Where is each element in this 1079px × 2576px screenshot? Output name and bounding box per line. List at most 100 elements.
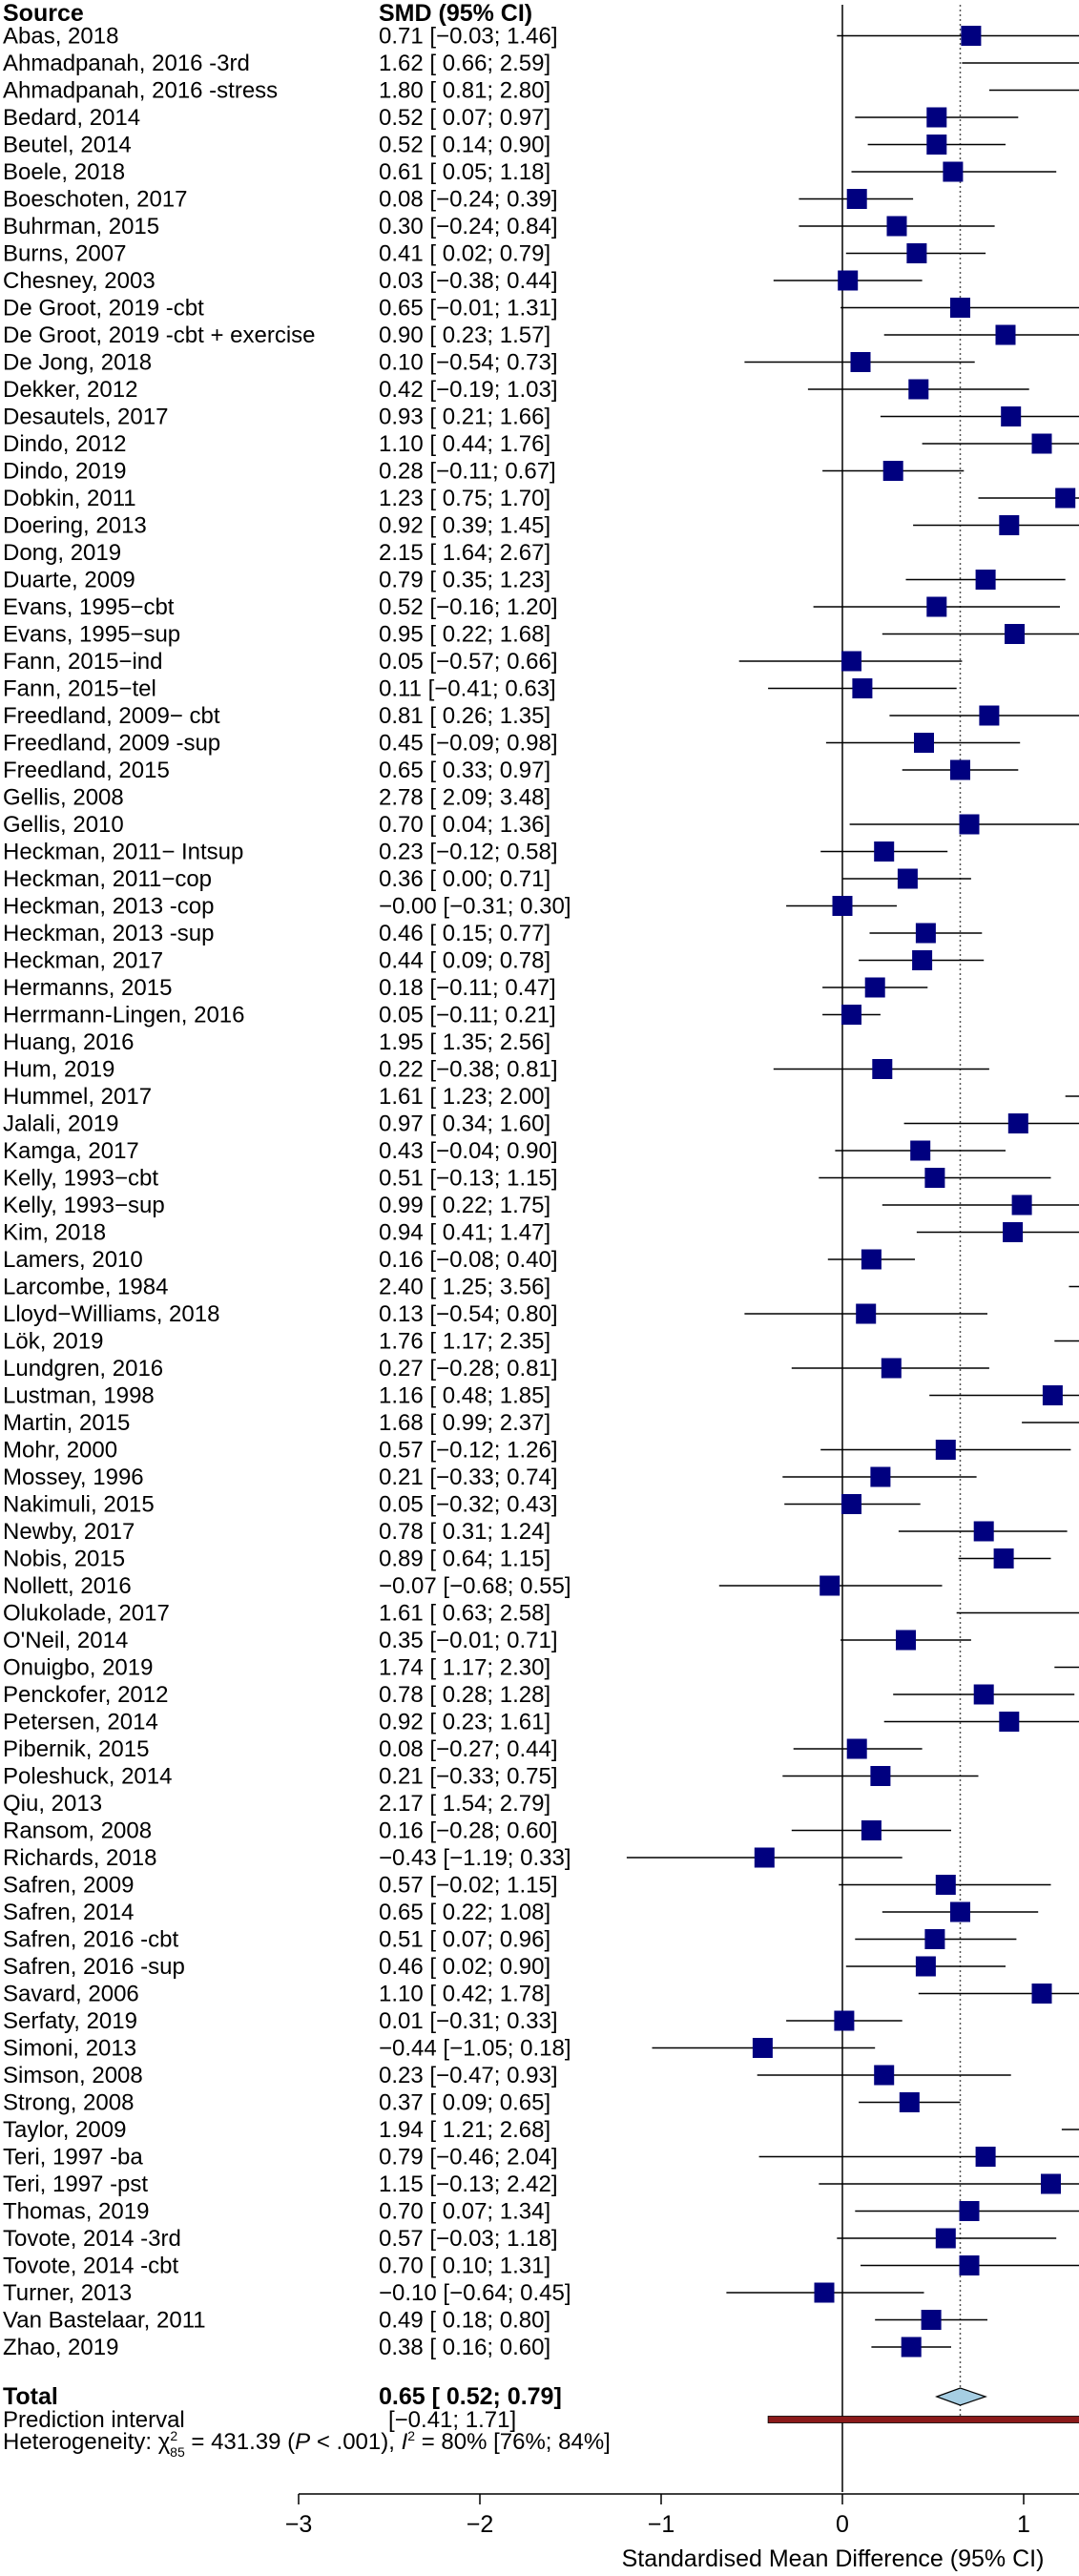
study-ci-text: 1.62 [ 0.66; 2.59] [379,51,550,76]
effect-marker [926,107,947,128]
study-ci-text: 0.44 [ 0.09; 0.78] [379,948,550,974]
study-ci-text: 0.36 [ 0.00; 0.71] [379,866,550,892]
effect-marker [838,270,859,291]
study-label: Boele, 2018 [3,159,125,185]
heterogeneity-part: P [295,2429,310,2455]
effect-marker [1055,488,1076,509]
prediction-label: Prediction interval [3,2407,185,2433]
study-ci-text: 1.10 [ 0.44; 1.76] [379,431,550,457]
study-ci-text: 1.76 [ 1.17; 2.35] [379,1329,550,1355]
study-row: Simoni, 2013 −0.44 [−1.05; 0.18] [3,2036,876,2062]
study-ci-text: 0.03 [−0.38; 0.44] [379,268,558,294]
study-label: Heckman, 2011− Intsup [3,840,243,865]
study-label: Zhao, 2019 [3,2335,118,2360]
study-row: Dobkin, 2011 1.23 [ 0.75; 1.70] [3,486,1079,511]
study-row: Buhrman, 2015 0.30 [−0.24; 0.84] [3,214,995,239]
study-row: Hum, 2019 0.22 [−0.38; 0.81] [3,1057,989,1083]
study-ci-text: 0.46 [ 0.15; 0.77] [379,921,550,946]
total-ci-text: 0.65 [ 0.52; 0.79] [379,2383,562,2410]
study-ci-text: 1.68 [ 0.99; 2.37] [379,1410,550,1436]
study-label: Evans, 1995−cbt [3,594,175,620]
study-row: Safren, 2016 -sup 0.46 [ 0.02; 0.90] [3,1954,1006,1980]
effect-marker [914,733,934,753]
study-label: Teri, 1997 -ba [3,2145,143,2171]
study-ci-text: 0.38 [ 0.16; 0.60] [379,2335,550,2360]
effect-marker [924,1929,945,1949]
study-label: O'Neil, 2014 [3,1628,128,1653]
effect-marker [993,1548,1014,1568]
study-ci-text: 0.16 [−0.08; 0.40] [379,1247,558,1273]
study-label: Ransom, 2008 [3,1818,152,1844]
study-ci-text: 0.90 [ 0.23; 1.57] [379,322,550,348]
heterogeneity-part: 85 [170,2444,185,2460]
study-row: Zhao, 2019 0.38 [ 0.16; 0.60] [3,2335,951,2360]
study-ci-text: 0.42 [−0.19; 1.03] [379,377,558,403]
effect-marker [924,1168,945,1188]
total-label: Total [3,2383,58,2410]
study-label: Savard, 2006 [3,1982,139,2007]
study-label: Beutel, 2014 [3,133,132,158]
study-row: Onuigbo, 2019 1.74 [ 1.17; 2.30] [3,1655,1079,1681]
study-row: Heckman, 2013 -cop −0.00 [−0.31; 0.30] [3,894,897,920]
study-row: Evans, 1995−cbt 0.52 [−0.16; 1.20] [3,594,1060,620]
study-ci-text: 0.57 [−0.02; 1.15] [379,1873,558,1899]
study-row: Huang, 2016 1.95 [ 1.35; 2.56] [3,1029,550,1055]
effect-marker [754,1847,775,1868]
study-label: Heckman, 2011−cop [3,866,212,892]
study-row: Kim, 2018 0.94 [ 0.41; 1.47] [3,1220,1079,1246]
study-label: Mossey, 1996 [3,1465,144,1490]
effect-marker [846,1738,867,1759]
study-row: Duarte, 2009 0.79 [ 0.35; 1.23] [3,568,1066,593]
study-label: Simoni, 2013 [3,2036,136,2062]
study-ci-text: 0.65 [ 0.33; 0.97] [379,758,550,783]
summary-rows: Total 0.65 [ 0.52; 0.79] Prediction interv… [3,2383,1079,2460]
effect-marker [1042,1385,1063,1405]
study-ci-text: 0.52 [−0.16; 1.20] [379,594,558,620]
study-row: Pibernik, 2015 0.08 [−0.27; 0.44] [3,1736,923,1762]
study-label: Safren, 2014 [3,1900,134,1925]
study-row: Teri, 1997 -pst 1.15 [−0.13; 2.42] [3,2171,1079,2197]
study-row: Lamers, 2010 0.16 [−0.08; 0.40] [3,1247,915,1273]
heterogeneity-part: Heterogeneity: χ [3,2429,171,2455]
study-ci-text: 0.65 [ 0.22; 1.08] [379,1900,550,1925]
study-row: Van Bastelaar, 2011 0.49 [ 0.18; 0.80] [3,2308,987,2334]
study-label: Teri, 1997 -pst [3,2171,148,2197]
effect-marker [1011,1195,1032,1215]
study-label: Larcombe, 1984 [3,1275,168,1300]
effect-marker [861,1249,882,1270]
study-ci-text: 0.05 [−0.57; 0.66] [379,649,558,675]
study-row: Lustman, 1998 1.16 [ 0.48; 1.85] [3,1383,1079,1409]
effect-marker [906,243,927,263]
effect-marker [846,189,867,209]
study-row: Safren, 2009 0.57 [−0.02; 1.15] [3,1873,1051,1899]
axis-tick-label: −1 [648,2511,675,2538]
effect-marker [961,26,982,46]
study-ci-text: −0.44 [−1.05; 0.18] [379,2036,571,2062]
study-row: Beutel, 2014 0.52 [ 0.14; 0.90] [3,133,1006,158]
study-row: Kelly, 1993−cbt 0.51 [−0.13; 1.15] [3,1166,1051,1192]
study-label: Safren, 2016 -cbt [3,1927,178,1953]
study-label: Turner, 2013 [3,2280,132,2306]
heterogeneity-part: = 431.39 ( [185,2429,295,2455]
study-row: De Groot, 2019 -cbt 0.65 [−0.01; 1.31] [3,296,1079,322]
effect-marker [999,1712,1020,1732]
effect-marker [1031,433,1052,454]
effect-marker [882,461,903,481]
study-row: Turner, 2013 −0.10 [−0.64; 0.45] [3,2280,924,2306]
study-row: Safren, 2014 0.65 [ 0.22; 1.08] [3,1900,1039,1925]
study-ci-text: 0.08 [−0.24; 0.39] [379,187,558,213]
effect-marker [926,596,947,617]
study-ci-text: 0.61 [ 0.05; 1.18] [379,159,550,185]
study-row: Ahmadpanah, 2016 -stress 1.80 [ 0.81; 2.8… [3,78,1079,104]
study-row: Lök, 2019 1.76 [ 1.17; 2.35] [3,1329,1079,1355]
study-label: Heckman, 2013 -cop [3,894,214,920]
effect-marker [856,1303,877,1324]
study-ci-text: 0.99 [ 0.22; 1.75] [379,1193,550,1218]
axis-tick-label: 1 [1017,2511,1030,2538]
study-label: Doering, 2013 [3,513,147,539]
study-ci-text: −0.00 [−0.31; 0.30] [379,894,571,920]
effect-marker [752,2038,773,2058]
study-row: Heckman, 2011−cop 0.36 [ 0.00; 0.71] [3,866,971,892]
study-row: Mossey, 1996 0.21 [−0.33; 0.74] [3,1465,977,1490]
effect-marker [950,759,970,780]
